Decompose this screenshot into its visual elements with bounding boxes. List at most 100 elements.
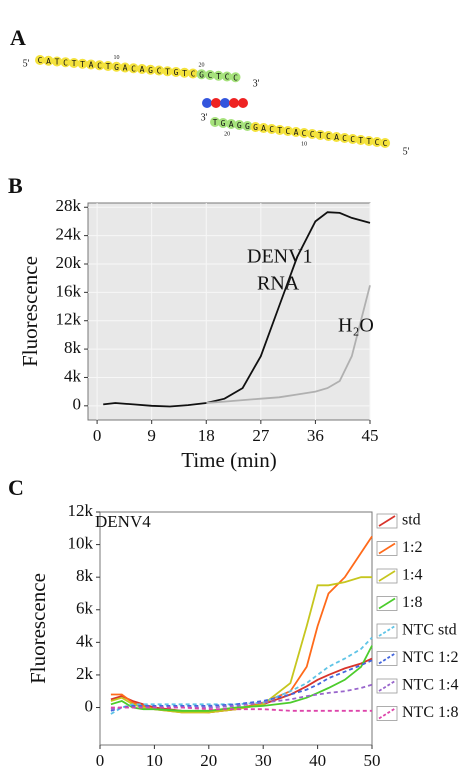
base-bead [323,131,334,141]
legend-label: NTC std [402,622,457,639]
base-letter: C [131,64,136,73]
position-marker: 20 [224,131,230,137]
series-line [110,645,373,712]
base-bead [299,128,310,138]
base-letter: C [191,70,196,79]
y-tick-label: 4k [64,366,82,385]
base-letter: A [123,64,128,73]
series-line [110,683,373,711]
x-tick-label: 27 [252,426,270,445]
base-bead [222,71,232,82]
annotation: H₂O [338,315,374,337]
base-bead [145,64,156,75]
y-tick-label: 0 [85,696,94,715]
base-letter: T [277,126,282,135]
base-bead [94,60,105,71]
base-letter: G [237,121,242,130]
legend-label: NTC 1:8 [402,704,458,721]
base-bead [274,125,285,135]
base-letter: C [97,61,102,70]
strand-end: 5' [403,146,410,157]
base-bead [128,63,139,74]
legend-label: NTC 1:4 [402,677,458,694]
y-tick-label: 4k [76,631,94,650]
base-bead [205,70,215,80]
y-axis-title: Fluorescence [26,573,50,684]
base-letter: C [208,71,213,80]
base-letter: G [199,70,204,79]
base-letter: C [375,138,380,147]
base-letter: C [285,127,290,136]
x-tick-label: 0 [93,426,102,445]
x-tick-label: 20 [200,751,217,770]
x-tick-label: 10 [146,751,163,770]
base-bead [171,67,181,77]
base-letter: A [89,61,94,70]
base-bead [380,138,391,148]
series-line [110,636,373,715]
base-bead [307,129,318,139]
series-line [110,659,373,712]
base-letter: T [182,69,187,78]
legend-label: NTC 1:2 [402,649,458,666]
base-letter: A [261,124,266,133]
series-line [110,706,372,712]
base-letter: G [174,68,179,77]
base-bead [355,135,366,145]
pair-dot [220,98,230,108]
annotation: DENV1 [247,246,313,268]
strand-end: 5' [23,58,30,69]
base-bead [282,126,293,136]
base-bead [363,136,374,146]
base-bead [226,119,237,129]
base-bead [52,56,62,67]
y-tick-label: 0 [73,395,82,414]
base-bead [103,61,113,71]
pair-dot [202,98,212,108]
base-letter: A [140,65,145,74]
base-letter: G [245,122,250,131]
base-pairs [202,98,248,108]
base-letter: G [148,66,153,75]
x-axis-title: Time (min) [188,773,283,777]
base-bead [258,123,269,133]
base-letter: C [310,130,315,139]
base-letter: T [216,72,221,81]
legend-swatch [378,625,396,637]
base-letter: T [72,59,77,68]
position-marker: 20 [199,63,205,69]
base-bead [179,67,190,78]
base-bead [86,59,96,70]
base-bead [196,69,207,80]
base-letter: C [63,58,68,67]
legend-label: 1:8 [402,594,422,611]
base-letter: T [80,60,85,69]
y-axis-title: Fluorescence [18,256,42,367]
y-tick-label: 12k [68,501,94,520]
base-letter: T [318,131,323,140]
base-bead [266,124,277,134]
x-tick-label: 36 [307,426,324,445]
position-marker: 10 [114,55,120,61]
base-letter: C [302,129,307,138]
y-tick-label: 28k [56,196,82,215]
base-letter: C [38,56,43,65]
x-tick-label: 45 [362,426,379,445]
base-letter: T [213,118,218,127]
base-bead [35,55,45,65]
base-bead [339,133,350,143]
base-bead [230,72,241,83]
base-bead [372,137,382,147]
base-letter: C [269,125,274,134]
annotation: DENV4 [95,512,151,531]
base-letter: G [221,119,226,128]
base-letter: T [165,67,170,76]
legend-swatch [378,597,396,610]
y-tick-label: 8k [76,566,94,585]
position-marker: 10 [301,141,307,147]
legend-label: 1:4 [402,567,422,584]
x-tick-label: 9 [147,426,156,445]
panel-label: B [8,173,23,198]
x-axis-title: Time (min) [181,448,276,472]
